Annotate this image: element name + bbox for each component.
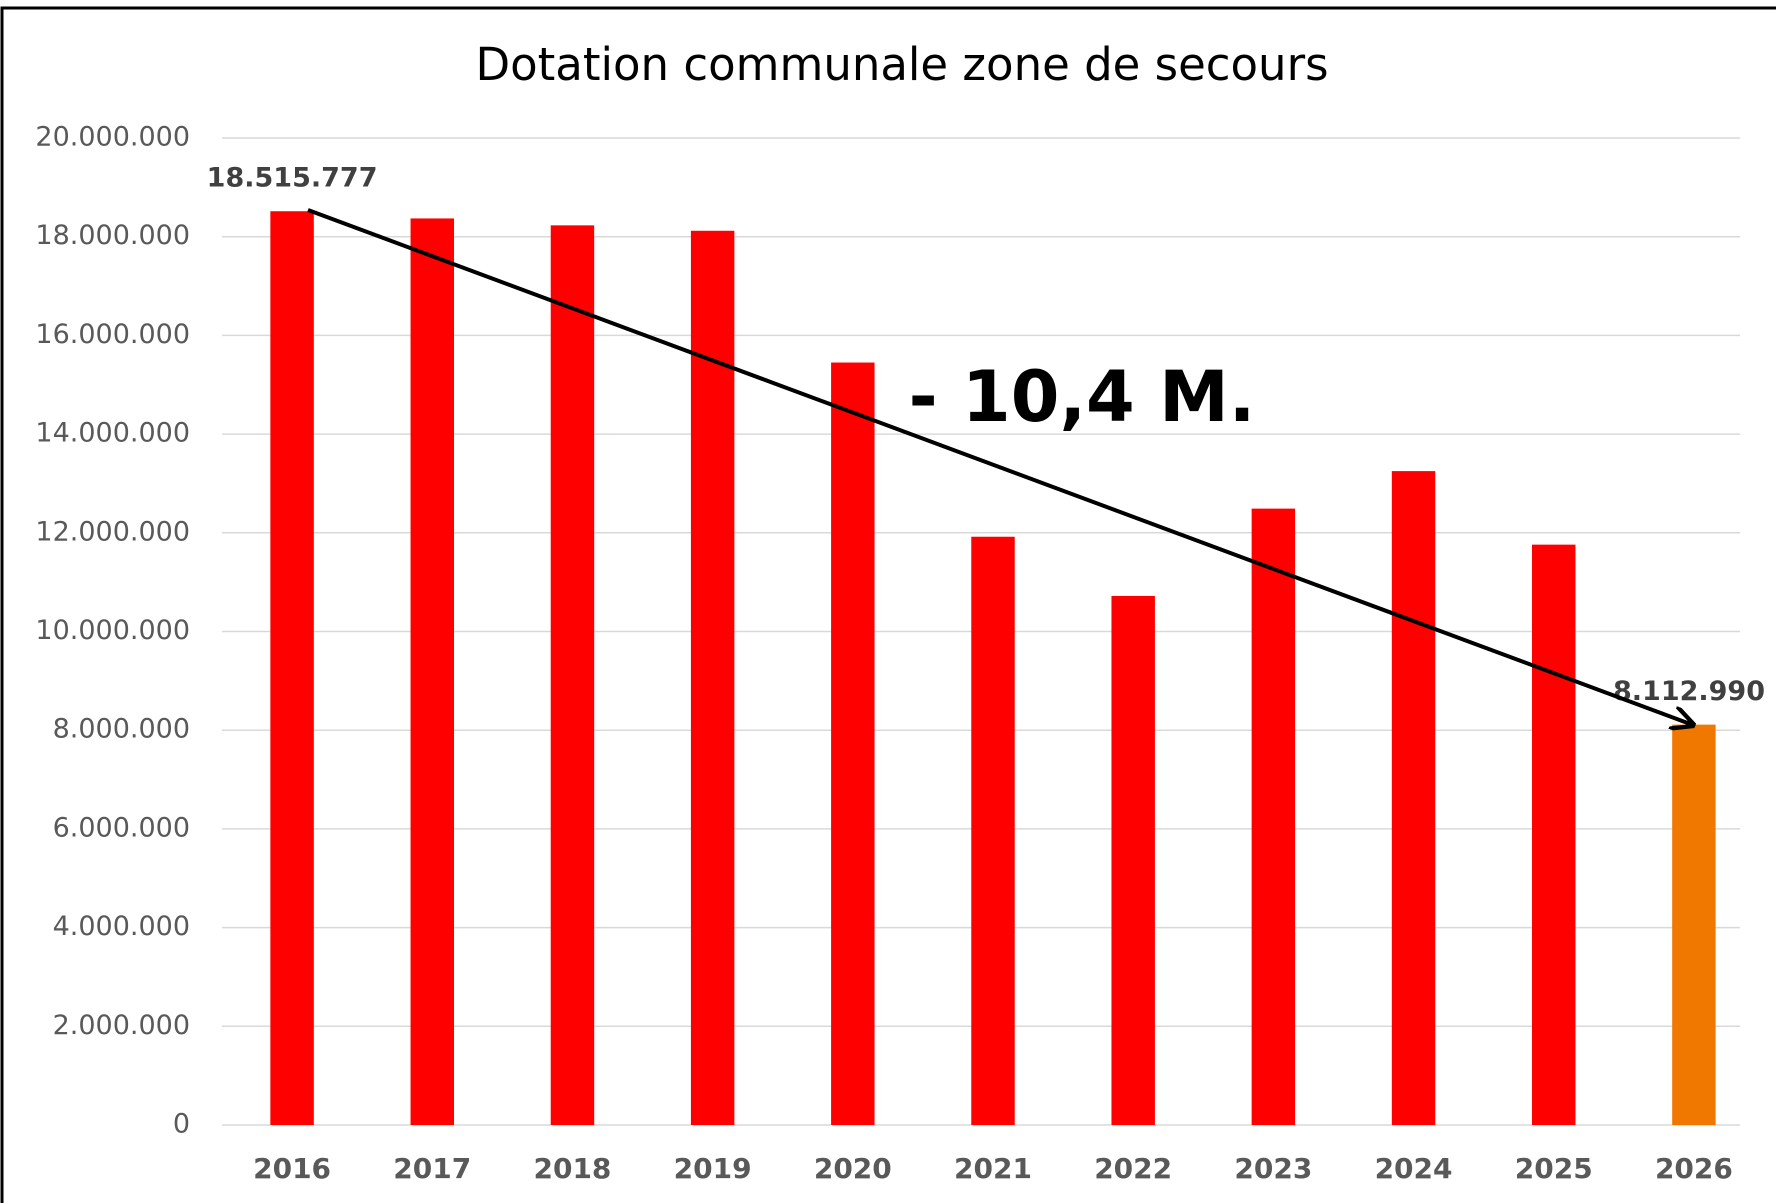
chart-title: Dotation communale zone de secours (475, 38, 1328, 91)
y-tick-label: 10.000.000 (35, 615, 190, 646)
y-tick-label: 2.000.000 (53, 1010, 190, 1041)
x-tick-label: 2020 (814, 1152, 892, 1185)
bar (831, 362, 875, 1126)
y-tick-label: 18.000.000 (35, 220, 190, 251)
bar (971, 536, 1015, 1125)
x-tick-label: 2023 (1234, 1152, 1312, 1185)
bars: 2016 18.515.777 2017 2018 2019 2020 2021 2022 20… (207, 163, 1765, 1185)
x-tick-label: 2017 (393, 1152, 471, 1185)
trend-arrow (307, 208, 1693, 725)
x-tick-label: 2022 (1094, 1152, 1172, 1185)
y-tick-label: 12.000.000 (35, 516, 190, 547)
bar (1391, 471, 1436, 1125)
y-tick-label: 0 (173, 1109, 190, 1140)
bar (270, 211, 314, 1125)
bar (1111, 595, 1155, 1125)
bar (690, 230, 735, 1125)
x-tick-label: 2016 (253, 1152, 331, 1185)
x-tick-label: 2024 (1375, 1152, 1453, 1185)
y-tick-label: 20.000.000 (35, 122, 190, 153)
x-tick-label: 2021 (954, 1152, 1032, 1185)
x-tick-label: 2019 (674, 1152, 752, 1185)
annotation: - 10,4 M. (909, 356, 1256, 438)
y-tick-label: 14.000.000 (35, 418, 190, 449)
x-tick-label: 2018 (533, 1152, 611, 1185)
bar (1251, 508, 1296, 1125)
chart-border (0, 6, 1776, 1203)
bar (1531, 544, 1576, 1125)
y-tick-label: 4.000.000 (53, 911, 190, 942)
y-tick-label: 6.000.000 (53, 812, 190, 843)
data-label: 18.515.777 (207, 163, 378, 194)
x-tick-label: 2025 (1515, 1152, 1593, 1185)
bar (550, 225, 595, 1126)
data-label: 8.112.990 (1613, 676, 1765, 707)
bar (1672, 724, 1716, 1125)
y-tick-label: 8.000.000 (53, 714, 190, 745)
x-tick-label: 2026 (1655, 1152, 1733, 1185)
y-tick-label: 16.000.000 (35, 319, 190, 350)
bar (410, 218, 455, 1126)
